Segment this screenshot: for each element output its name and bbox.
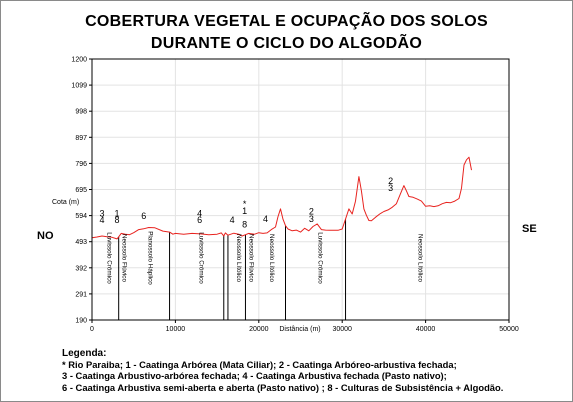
y-tick-label: 493 bbox=[75, 239, 87, 246]
legend-line-2: 3 - Caatinga Arbustivo-arbórea fechada; … bbox=[62, 370, 447, 382]
vegetation-annotation: 4 bbox=[230, 215, 235, 225]
vegetation-annotation: 4 bbox=[100, 215, 105, 225]
x-tick-label: 50000 bbox=[499, 326, 519, 333]
x-tick-label: 40000 bbox=[416, 326, 436, 333]
vegetation-annotation: 1 bbox=[242, 206, 247, 216]
y-axis-label: Cota (m) bbox=[52, 199, 79, 206]
legend-line-3: 6 - Caatinga Arbustiva semi-aberta e abe… bbox=[62, 381, 504, 393]
vegetation-annotation: 6 bbox=[197, 215, 202, 225]
y-tick-label: 190 bbox=[75, 318, 87, 325]
grid-layer bbox=[91, 58, 510, 321]
x-axis-label: Distância (m) bbox=[279, 326, 320, 333]
soil-zone-label: Neossolo Lítólico bbox=[417, 234, 424, 282]
vegetation-annotation: 8 bbox=[242, 220, 247, 230]
vegetation-annotation: 3 bbox=[388, 183, 393, 193]
vegetation-annotation: 1 bbox=[115, 209, 120, 219]
vegetation-annotation: 2 bbox=[388, 176, 393, 186]
legend: Legenda: * Rio Paraiba; 1 - Caatinga Arb… bbox=[62, 348, 567, 393]
legend-heading: Legenda: bbox=[62, 348, 107, 359]
vegetation-annotation: 3 bbox=[100, 209, 105, 219]
direction-right-label: SE bbox=[522, 223, 537, 235]
y-tick-label: 594 bbox=[75, 213, 87, 220]
soil-zone-label: Luvissolo Crômico bbox=[197, 232, 204, 284]
plot-area-border bbox=[91, 58, 510, 321]
y-tick-label: 291 bbox=[75, 291, 87, 298]
y-tick-label: 695 bbox=[75, 187, 87, 194]
chart-title-line2: DURANTE O CICLO DO ALGODÃO bbox=[150, 35, 423, 52]
vegetation-annotation: 6 bbox=[141, 211, 146, 221]
line-layer bbox=[91, 156, 472, 240]
tick-layer: 190 291 392 493 594 695 796 897 998 1099 1200 0 1000… bbox=[71, 57, 518, 334]
legend-line-1: * Rio Paraiba; 1 - Caatinga Arbórea (Mat… bbox=[62, 359, 457, 371]
y-tick-label: 1200 bbox=[71, 57, 87, 64]
soil-zone-label: Neossolo Flúvico bbox=[247, 234, 254, 282]
soil-zone-label: Neossolo Lítólico bbox=[268, 234, 275, 282]
soil-zone-label: Neossolo Flúvico bbox=[121, 234, 128, 282]
zone-label-layer: Luvissolo Crômico Neossolo Flúvico Planoss… bbox=[106, 231, 424, 285]
vegetation-annotation: 4 bbox=[263, 214, 268, 224]
x-tick-label: 0 bbox=[90, 326, 94, 333]
vegetation-annotation: 2 bbox=[309, 207, 314, 217]
vegetation-annotation: 8 bbox=[115, 215, 120, 225]
y-tick-label: 796 bbox=[75, 161, 87, 168]
y-tick-label: 897 bbox=[75, 135, 87, 142]
x-tick-label: 20000 bbox=[249, 326, 269, 333]
chart-title-line1: COBERTURA VEGETAL E OCUPAÇÃO DOS SOLOS bbox=[85, 13, 488, 30]
soil-zone-label: Luvissolo Crômico bbox=[317, 232, 324, 284]
y-tick-label: 1099 bbox=[71, 83, 87, 90]
x-tick-label: 10000 bbox=[166, 326, 186, 333]
x-tick-label: 30000 bbox=[332, 326, 352, 333]
soil-zone-label: Planossolo Háplico bbox=[146, 231, 153, 285]
elevation-series-line bbox=[91, 156, 472, 240]
divider-layer bbox=[118, 219, 347, 320]
vegetation-annotation: 3 bbox=[309, 214, 314, 224]
soil-zone-label: Luvissolo Crômico bbox=[106, 232, 113, 284]
vegetation-annotation: * bbox=[243, 199, 247, 209]
y-tick-label: 392 bbox=[75, 265, 87, 272]
direction-left-label: NO bbox=[37, 230, 54, 242]
y-tick-label: 998 bbox=[75, 109, 87, 116]
vegetation-annotation: 4 bbox=[197, 209, 202, 219]
soil-zone-label: Neossolo Lítólico bbox=[235, 234, 242, 282]
